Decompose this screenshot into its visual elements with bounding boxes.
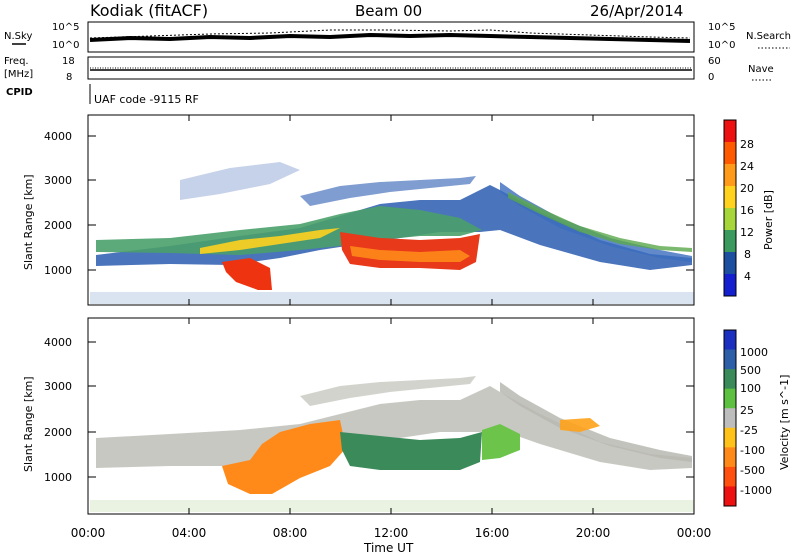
x-tick-label: 00:00 (71, 526, 106, 540)
colorbar-segment (724, 369, 736, 390)
noise-sky-trace (89, 32, 691, 43)
vel-cbar-tick-25: 25 (740, 404, 754, 417)
colorbar-segment (724, 252, 736, 275)
colorbar-segment (724, 408, 736, 429)
vel-orange-patch (222, 420, 346, 494)
date-title: 26/Apr/2014 (590, 2, 683, 20)
freq-unit: [MHz] (4, 69, 33, 80)
power-cbar-label: Power [dB] (762, 190, 775, 250)
x-tick-label: 00:00 (677, 526, 712, 540)
noise-right-label: N.Search (746, 31, 791, 42)
colorbar-segment (724, 330, 736, 351)
colorbar-segment (724, 274, 736, 297)
cpid-label: CPID (6, 87, 33, 98)
colorbar-segment (724, 447, 736, 468)
velocity-colorbar (724, 330, 736, 507)
velocity-heatmap (90, 376, 694, 512)
power-cbar-tick-8: 8 (744, 248, 751, 261)
power-cbar-tick-28: 28 (740, 138, 754, 151)
noise-left-label: N.Sky (4, 31, 32, 42)
freq-tick-bottom: 8 (66, 72, 72, 83)
x-tick-label: 16:00 (475, 526, 510, 540)
power-band-yellow (200, 228, 340, 254)
velocity-y-ticks (88, 341, 694, 478)
power-cbar-tick-20: 20 (740, 182, 754, 195)
noise-panel-frame (87, 21, 695, 53)
vel-cbar-tick-neg25: -25 (740, 424, 758, 437)
vel-orange-right (560, 418, 600, 432)
power-noise-floor (90, 292, 694, 304)
power-cbar-tick-16: 16 (740, 204, 754, 217)
power-colorbar-frame (723, 119, 737, 297)
vel-cbar-tick-1000: 1000 (740, 346, 768, 359)
vel-ytick-4000: 4000 (44, 336, 72, 349)
vel-cbar-tick-500: 500 (740, 364, 761, 377)
nave-tick-top: 60 (708, 56, 721, 67)
colorbar-segment (724, 427, 736, 448)
power-cbar-tick-12: 12 (740, 226, 754, 239)
power-ylabel: Slant Range [km] (22, 174, 35, 270)
noise-right-tick-bottom: 10^0 (708, 40, 735, 51)
power-ytick-1000: 1000 (44, 264, 72, 277)
colorbar-segment (724, 388, 736, 409)
colorbar-segment (724, 349, 736, 370)
vel-right-grey-arc (500, 382, 692, 462)
colorbar-segment (724, 466, 736, 487)
power-band-red-patch (222, 258, 272, 290)
vel-cbar-tick-100: 100 (740, 382, 761, 395)
colorbar-segment (724, 164, 736, 187)
velocity-ylabel: Slant Range [km] (22, 376, 35, 472)
x-tick-label: 20:00 (576, 526, 611, 540)
vel-cbar-tick-neg100: -100 (740, 444, 765, 457)
x-tick-label: 04:00 (172, 526, 207, 540)
noise-left-tick-top: 10^5 (52, 22, 79, 33)
vel-cbar-tick-neg1000: -1000 (740, 484, 772, 497)
vel-ytick-3000: 3000 (44, 380, 72, 393)
power-right-arc-blue (500, 182, 692, 262)
vel-green-main (340, 432, 482, 470)
power-cbar-tick-24: 24 (740, 160, 754, 173)
vel-upper-grey-arc (300, 376, 476, 406)
colorbar-segment (724, 142, 736, 165)
power-ytick-2000: 2000 (44, 219, 72, 232)
power-sparse-top (180, 162, 300, 200)
vel-noise-floor (90, 500, 694, 512)
colorbar-segment (724, 186, 736, 209)
x-tick-label: 08:00 (273, 526, 308, 540)
colorbar-segment (724, 230, 736, 253)
colorbar-segment (724, 486, 736, 507)
vel-grey-band-left (96, 386, 692, 470)
x-tick-label: 12:00 (374, 526, 409, 540)
nave-label: Nave (748, 64, 774, 75)
vel-light-green (482, 424, 520, 460)
power-cbar-tick-4: 4 (744, 270, 751, 283)
velocity-cbar-label: Velocity [m s^-1] (778, 375, 791, 470)
noise-left-tick-bottom: 10^0 (52, 40, 79, 51)
power-heatmap (90, 162, 694, 304)
power-band-green (96, 206, 482, 255)
power-y-ticks (88, 135, 694, 271)
x-axis-ticks: 00:00 04:00 08:00 12:00 16:00 20:00 00:00 (71, 115, 712, 540)
power-ytick-3000: 3000 (44, 174, 72, 187)
vel-ytick-2000: 2000 (44, 426, 72, 439)
colorbar-segment (724, 208, 736, 231)
vel-ytick-1000: 1000 (44, 471, 72, 484)
power-colorbar (724, 120, 736, 297)
nave-tick-bottom: 0 (708, 72, 714, 83)
freq-label: Freq. (4, 56, 29, 67)
noise-right-tick-top: 10^5 (708, 22, 735, 33)
power-ytick-4000: 4000 (44, 130, 72, 143)
cpid-text: UAF code -9115 RF (94, 93, 199, 106)
power-band-orange-main (350, 246, 470, 262)
power-upper-arc (300, 176, 476, 206)
x-axis-label: Time UT (363, 541, 414, 554)
velocity-colorbar-frame (723, 329, 737, 507)
colorbar-segment (724, 120, 736, 143)
beam-title: Beam 00 (355, 2, 422, 20)
vel-cbar-tick-neg500: -500 (740, 464, 765, 477)
freq-tick-top: 18 (62, 56, 75, 67)
freq-panel-frame (87, 56, 695, 80)
station-title: Kodiak (fitACF) (90, 1, 208, 20)
